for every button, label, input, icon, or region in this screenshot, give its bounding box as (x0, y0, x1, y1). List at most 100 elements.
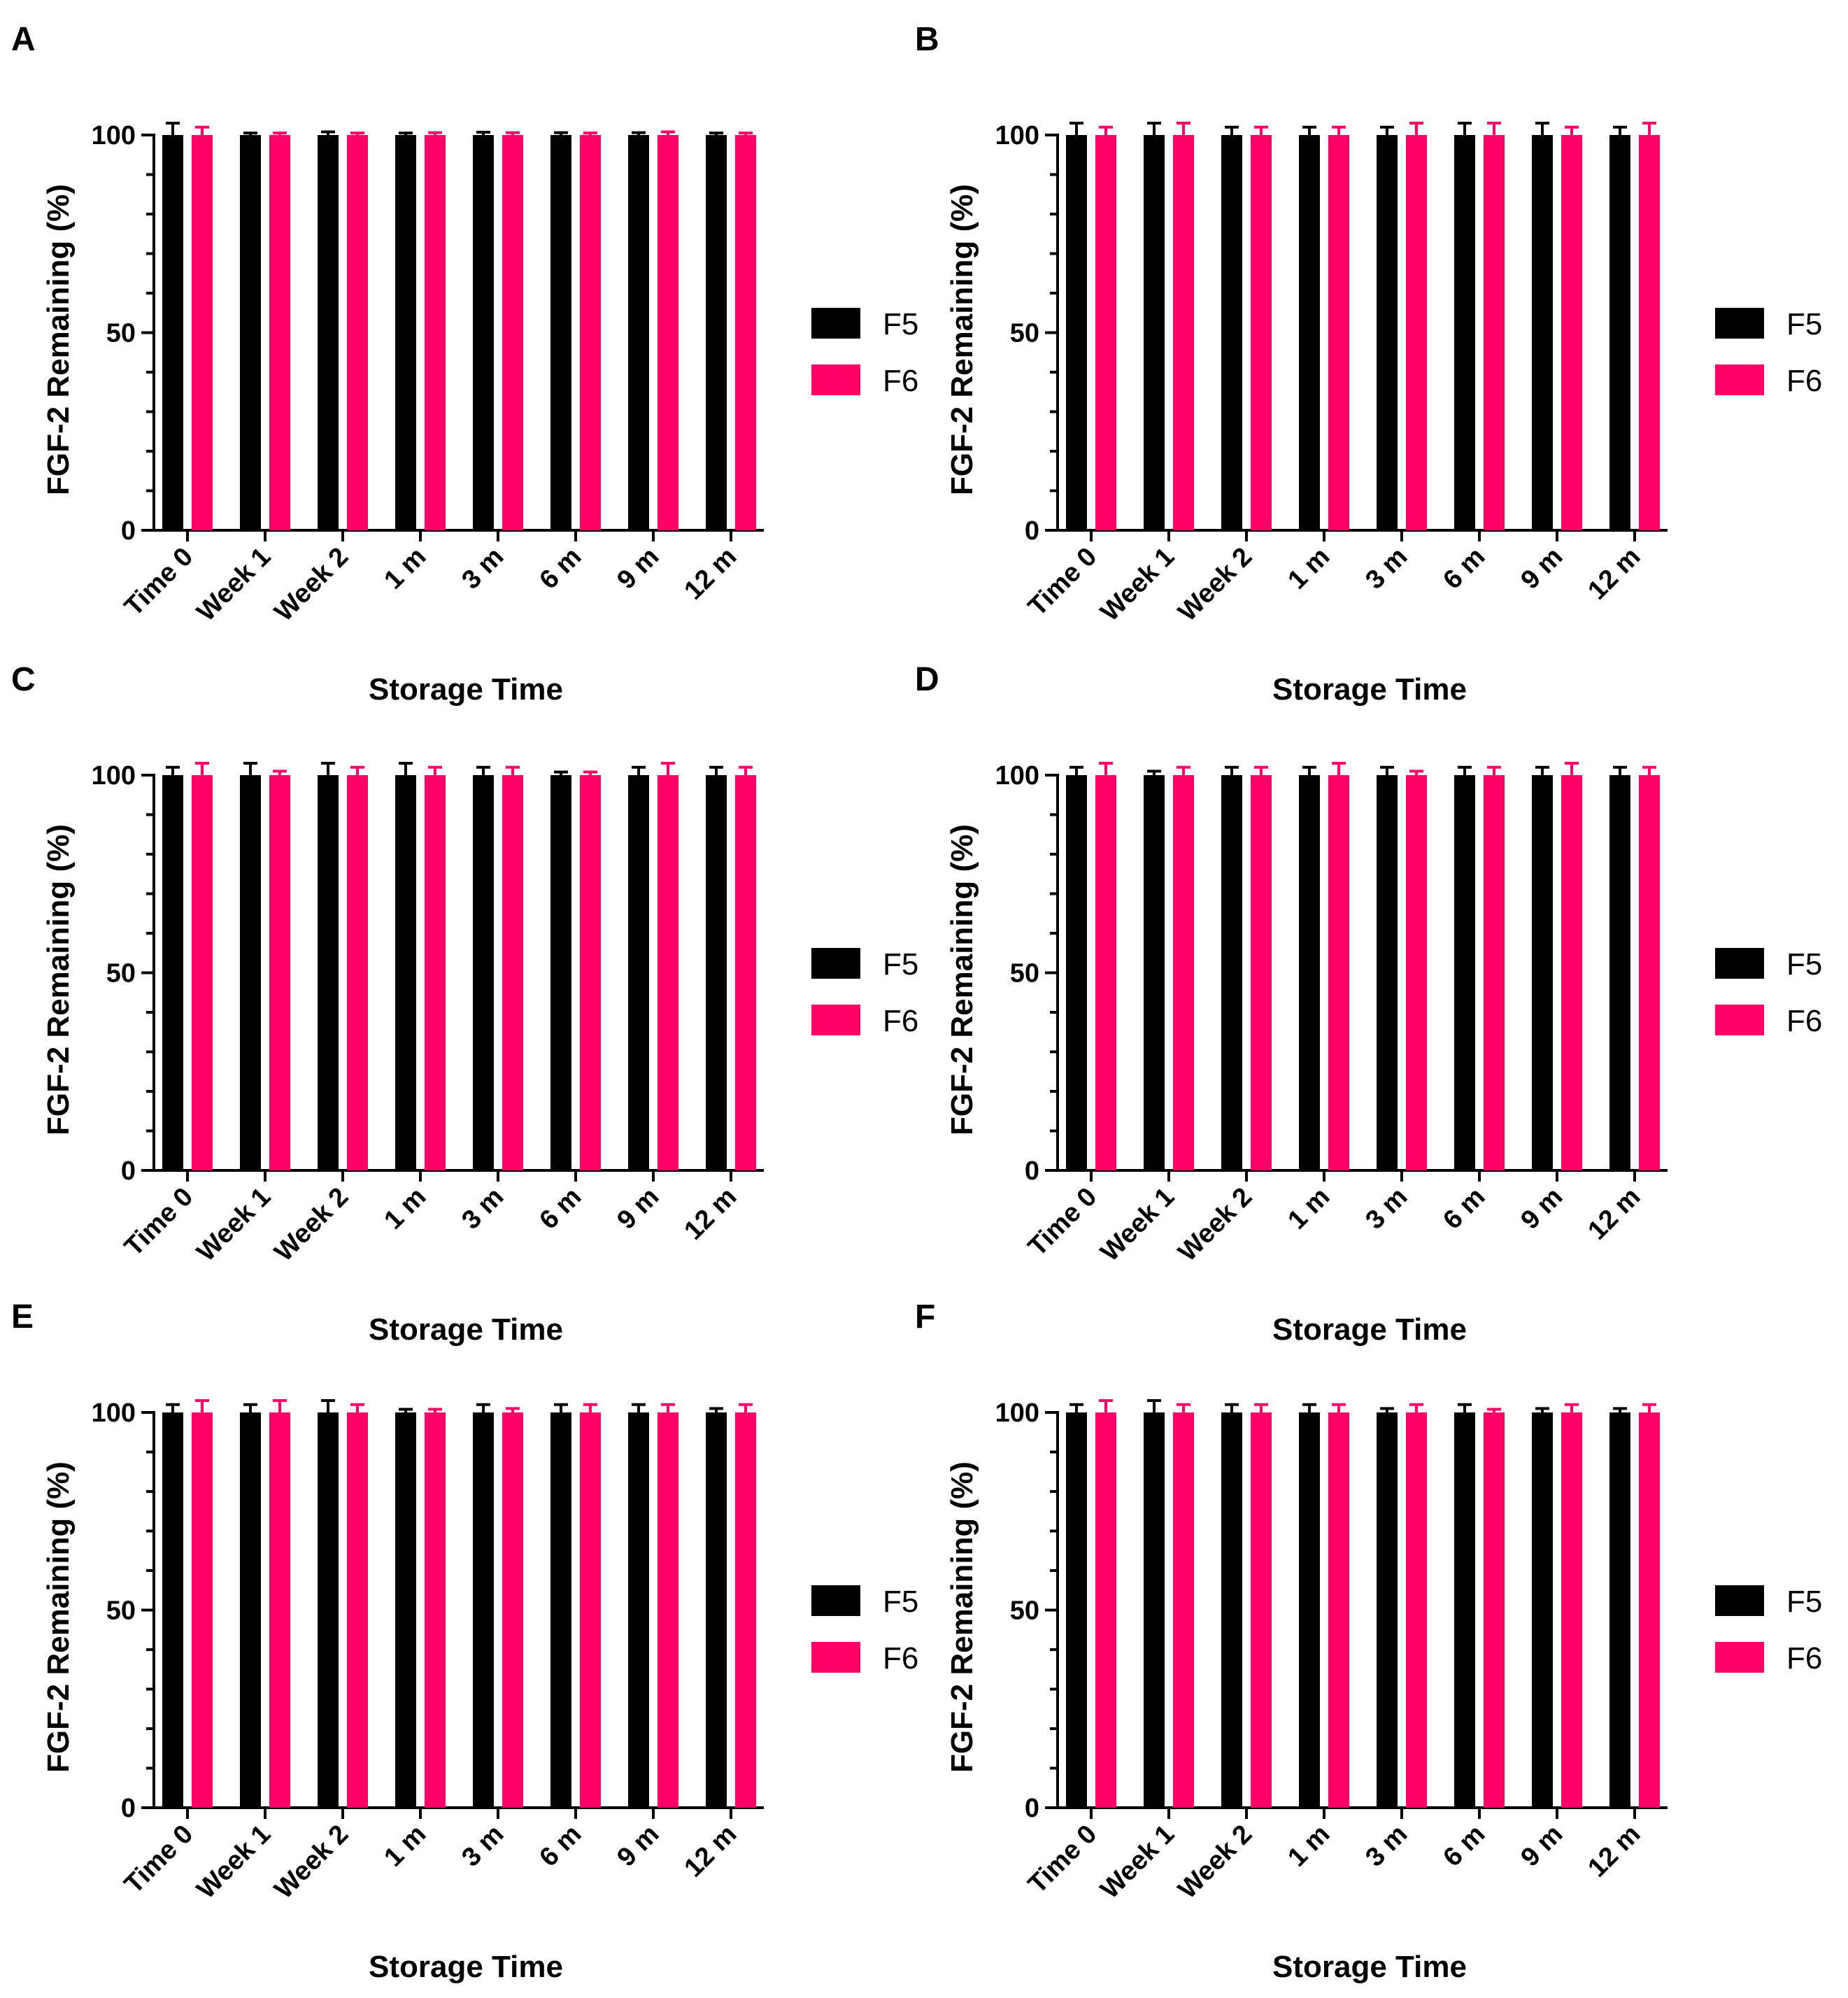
bar-f5 (1144, 1412, 1165, 1808)
bar-f5 (318, 135, 339, 530)
legend-swatch-f5 (1715, 1585, 1764, 1616)
x-tick-label: Week 2 (269, 1182, 355, 1268)
x-tick-label: 12 m (1582, 1182, 1646, 1246)
bar-f6 (1095, 135, 1116, 530)
legend-swatch-f5 (811, 1585, 860, 1616)
bar-f6 (192, 775, 213, 1170)
y-axis-title: FGF-2 Remaining (%) (945, 1461, 979, 1773)
bar-f5 (1377, 135, 1398, 530)
x-tick-label: 9 m (1515, 542, 1568, 595)
bar-f5 (162, 775, 183, 1170)
bar-f5 (395, 1412, 416, 1808)
bar-f5 (706, 1412, 727, 1808)
bar-f6 (1639, 1412, 1660, 1808)
bar-f5 (240, 135, 261, 530)
x-tick-label: 1 m (1282, 1820, 1335, 1873)
bar-f6 (1095, 775, 1116, 1170)
legend-label-f6: F6 (1786, 1004, 1822, 1038)
bar-f5 (162, 135, 183, 530)
legend-label-f5: F5 (883, 947, 918, 982)
x-tick-label: 6 m (1437, 1182, 1491, 1235)
bar-f6 (1561, 1412, 1582, 1808)
bar-f5 (240, 775, 261, 1170)
bar-f5 (706, 135, 727, 530)
bar-f5 (628, 135, 649, 530)
bar-f5 (1221, 775, 1242, 1170)
x-axis-title: Storage Time (1272, 1312, 1467, 1347)
x-tick-label: 9 m (611, 1182, 664, 1235)
x-tick-label: Week 1 (192, 1182, 277, 1268)
bar-f6 (1561, 775, 1582, 1170)
bar-f5 (1609, 775, 1630, 1170)
bar-f5 (1532, 135, 1553, 530)
bar-f6 (1251, 1412, 1272, 1808)
legend-label-f6: F6 (883, 364, 918, 398)
bar-f6 (347, 775, 368, 1170)
bar-f6 (580, 1412, 601, 1808)
bar-f6 (1095, 1412, 1116, 1808)
x-tick-label: 12 m (678, 542, 742, 606)
x-tick-label: 1 m (378, 1820, 432, 1873)
bar-f5 (1377, 775, 1398, 1170)
x-tick-label: 6 m (534, 542, 587, 595)
bar-f5 (1144, 775, 1165, 1170)
bar-f6 (502, 1412, 523, 1808)
x-tick-label: Week 2 (269, 1820, 355, 1905)
x-tick-label: Time 0 (1023, 1820, 1102, 1899)
bar-f5 (628, 775, 649, 1170)
bar-f5 (473, 1412, 494, 1808)
x-tick-label: Time 0 (1023, 542, 1102, 622)
legend-swatch-f5 (1715, 948, 1764, 979)
bar-f6 (1484, 135, 1505, 530)
x-tick-label: Week 1 (192, 542, 277, 628)
bar-f5 (395, 775, 416, 1170)
bar-f6 (502, 775, 523, 1170)
y-tick-label: 50 (1010, 1596, 1039, 1626)
x-axis-title: Storage Time (369, 1950, 563, 1984)
x-tick-label: 6 m (534, 1820, 587, 1873)
y-tick-label: 100 (92, 1398, 136, 1428)
y-tick-label: 0 (1025, 1156, 1039, 1186)
x-tick-label: Week 1 (1095, 1182, 1181, 1268)
x-axis-title: Storage Time (369, 1312, 563, 1347)
x-tick-label: Time 0 (119, 1182, 199, 1262)
chart-panel-b: B 0 50 100 FGF-2 Remaining (%) Storage Time Ti… (915, 21, 1822, 707)
chart-panel-f: F 0 50 100 FGF-2 Remaining (%) Storage Time Ti… (915, 1298, 1822, 1984)
x-tick-label: 6 m (1437, 1820, 1491, 1873)
bar-f6 (269, 1412, 290, 1808)
legend-swatch-f6 (811, 1005, 860, 1035)
bar-f6 (269, 135, 290, 530)
y-tick-label: 50 (106, 959, 136, 989)
x-tick-label: Time 0 (119, 1820, 199, 1899)
y-axis-title: FGF-2 Remaining (%) (41, 184, 76, 495)
chart-panel-a: A 0 50 100 FGF-2 Remaining (%) Storage Time Ti… (11, 21, 918, 707)
x-tick-label: Week 2 (269, 542, 355, 628)
bar-f5 (1066, 1412, 1087, 1808)
x-tick-label: Week 2 (1173, 1820, 1258, 1905)
x-tick-label: 12 m (1582, 542, 1646, 606)
y-tick-label: 100 (92, 761, 136, 791)
bar-f5 (550, 135, 571, 530)
bar-f6 (1484, 1412, 1505, 1808)
legend-label-f5: F5 (883, 307, 918, 341)
y-tick-label: 0 (1025, 1794, 1039, 1823)
bar-f6 (347, 1412, 368, 1808)
y-tick-label: 0 (1025, 516, 1039, 546)
bar-f5 (1299, 1412, 1320, 1808)
legend-label-f6: F6 (883, 1004, 918, 1038)
y-axis-title: FGF-2 Remaining (%) (945, 184, 979, 495)
bar-f5 (1066, 775, 1087, 1170)
bar-f6 (269, 775, 290, 1170)
bar-f5 (1377, 1412, 1398, 1808)
bar-f6 (735, 1412, 756, 1808)
bar-f6 (192, 1412, 213, 1808)
bar-f5 (550, 1412, 571, 1808)
bar-f6 (502, 135, 523, 530)
legend-label-f5: F5 (1786, 307, 1822, 341)
bar-f6 (658, 135, 678, 530)
bar-f5 (1454, 775, 1475, 1170)
bar-f6 (1328, 135, 1349, 530)
chart-panel-e: E 0 50 100 FGF-2 Remaining (%) Storage Time Ti… (11, 1298, 918, 1984)
bar-f5 (1454, 135, 1475, 530)
bar-f6 (425, 775, 446, 1170)
